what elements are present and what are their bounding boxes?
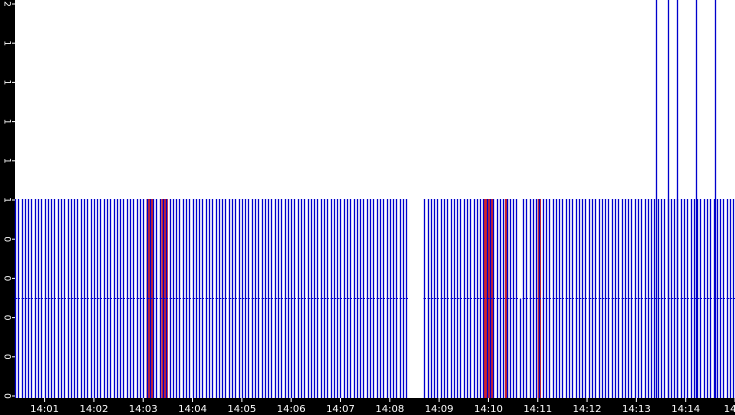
x-tick-label: 14:12 bbox=[573, 404, 602, 415]
x-tick-label: 14:06 bbox=[277, 404, 306, 415]
x-tick-label: 14:11 bbox=[523, 404, 552, 415]
x-tick-label: 14:1 bbox=[724, 404, 735, 415]
y-tick-label: 1 bbox=[2, 40, 12, 46]
y-tick-label: 1 bbox=[2, 158, 12, 164]
event-lines bbox=[14, 0, 735, 398]
y-tick-label: 0 bbox=[2, 276, 12, 282]
x-tick-label: 14:05 bbox=[227, 404, 256, 415]
x-tick-label: 14:07 bbox=[326, 404, 355, 415]
x-axis: 14:01 14:02 14:03 14:04 14:05 14:06 14:07 14:08… bbox=[30, 398, 735, 415]
y-tick-label: 1 bbox=[2, 80, 12, 86]
x-tick-label: 14:13 bbox=[622, 404, 651, 415]
x-tick-label: 14:14 bbox=[671, 404, 700, 415]
x-tick-label: 14:09 bbox=[425, 404, 454, 415]
x-tick-label: 14:02 bbox=[79, 404, 108, 415]
x-tick-label: 14:03 bbox=[129, 404, 158, 415]
y-tick-label: 0 bbox=[2, 354, 12, 360]
x-tick-label: 14:08 bbox=[375, 404, 404, 415]
y-tick-label: 1 bbox=[2, 119, 12, 125]
y-tick-label: 0 bbox=[2, 393, 12, 399]
y-axis: 2 1 1 1 1 1 0 0 0 0 0 bbox=[2, 1, 15, 399]
y-tick-label: 0 bbox=[2, 236, 12, 242]
x-tick-label: 14:04 bbox=[178, 404, 207, 415]
x-tick-label: 14:01 bbox=[30, 404, 59, 415]
y-tick-label: 0 bbox=[2, 315, 12, 321]
y-tick-label: 1 bbox=[2, 197, 12, 203]
y-tick-label: 2 bbox=[2, 1, 12, 7]
x-tick-label: 14:10 bbox=[474, 404, 503, 415]
